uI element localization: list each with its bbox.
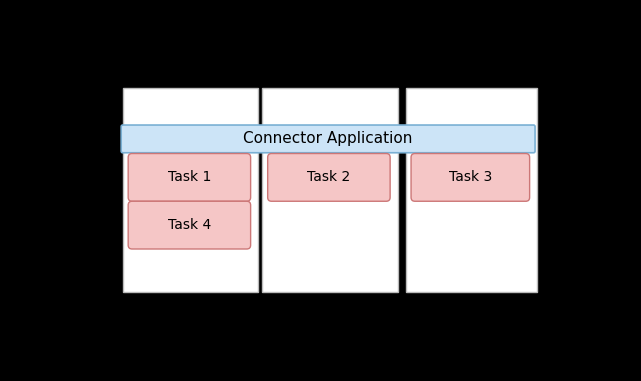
FancyBboxPatch shape <box>268 154 390 201</box>
FancyBboxPatch shape <box>262 88 398 292</box>
Text: Connector Application: Connector Application <box>244 131 413 146</box>
Text: Task 4: Task 4 <box>168 218 211 232</box>
Text: Task 2: Task 2 <box>307 170 351 184</box>
Text: Worker 1: Worker 1 <box>156 300 225 315</box>
FancyBboxPatch shape <box>122 88 258 292</box>
FancyBboxPatch shape <box>128 154 251 201</box>
FancyBboxPatch shape <box>128 201 251 249</box>
Text: Worker 2: Worker 2 <box>296 300 365 315</box>
Text: Task 1: Task 1 <box>168 170 211 184</box>
FancyBboxPatch shape <box>411 154 529 201</box>
Text: Worker 3: Worker 3 <box>437 300 506 315</box>
FancyBboxPatch shape <box>406 88 537 292</box>
FancyBboxPatch shape <box>121 125 535 153</box>
Text: Task 3: Task 3 <box>449 170 492 184</box>
